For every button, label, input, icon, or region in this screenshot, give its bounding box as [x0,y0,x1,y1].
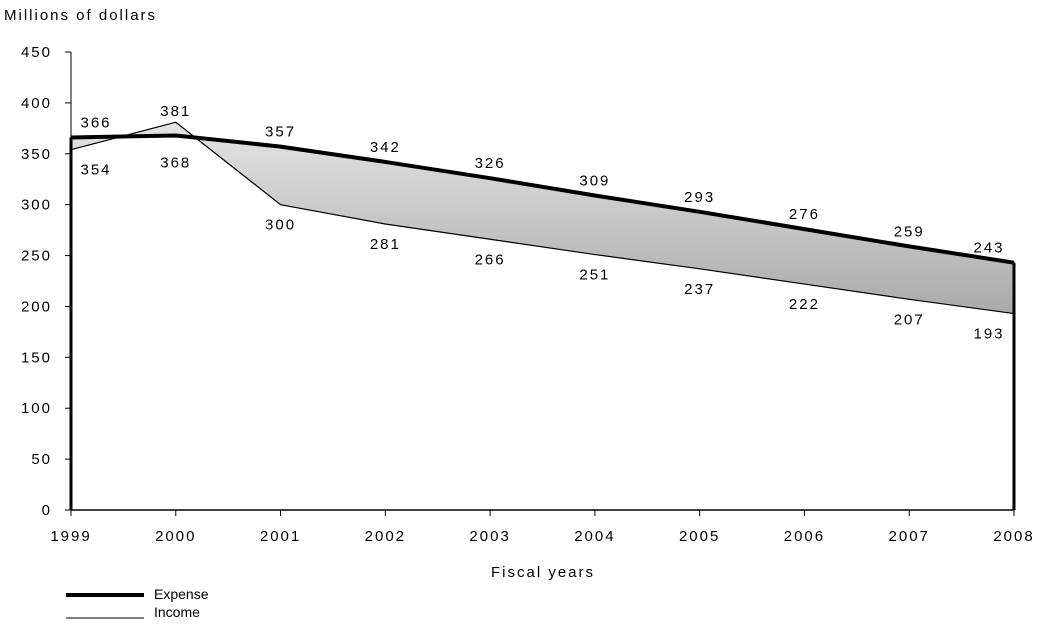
x-tick-label: 2005 [679,528,720,545]
expense-data-label: 309 [579,173,610,190]
x-tick-label: 2001 [260,528,301,545]
expense-data-label: 243 [973,240,1004,257]
expense-data-label: 276 [789,206,820,223]
x-tick-label: 1999 [50,528,91,545]
income-data-label: 354 [80,162,111,179]
expense-data-label: 357 [265,124,296,141]
gap-area-layer [71,122,1014,314]
y-tick-label: 350 [21,146,52,163]
y-tick-label: 150 [21,349,52,366]
y-tick-label: 450 [21,44,52,61]
x-axis-label: Fiscal years [491,564,595,581]
expense-data-label: 368 [160,154,191,171]
y-axis-label: Millions of dollars [4,7,157,24]
x-tick-label: 2008 [993,528,1034,545]
x-tick-label: 2007 [889,528,930,545]
income-data-label: 222 [789,296,820,313]
income-data-label: 381 [160,103,191,120]
data-labels: 366 368 357 342 326 309 293 276 259 243 354 381 300 2… [80,103,1004,343]
income-data-label: 207 [894,311,925,328]
expense-data-label: 366 [80,114,111,131]
income-line [70,121,1015,315]
income-data-label: 281 [370,236,401,253]
x-tick-label: 2003 [469,528,510,545]
expense-data-label: 342 [370,139,401,156]
series-lines [69,121,1016,510]
income-data-label: 193 [973,326,1004,343]
legend-income-label: Income [154,604,200,620]
income-data-label: 251 [579,267,610,284]
expense-data-label: 259 [894,223,925,240]
y-tick-label: 0 [42,502,52,519]
x-tick-label: 2002 [365,528,406,545]
income-data-label: 266 [475,251,506,268]
legend: Expense Income [66,586,209,620]
gap-area [71,122,1014,314]
y-tick-label: 300 [21,197,52,214]
y-tick-label: 250 [21,248,52,265]
x-tick-label: 2000 [155,528,196,545]
y-tick-label: 400 [21,95,52,112]
x-tick-label: 2006 [784,528,825,545]
expense-line [70,133,1015,265]
y-tick-label: 200 [21,298,52,315]
expense-data-label: 326 [475,155,506,172]
x-tick-label: 2004 [574,528,615,545]
expense-data-label: 293 [684,189,715,206]
y-tick-label: 50 [31,451,52,468]
y-tick-label: 100 [21,400,52,417]
axes: 0 50 100 150 200 250 300 350 400 450 1999 2000 2001 2… [21,44,1034,545]
income-data-label: 237 [684,281,715,298]
legend-expense-label: Expense [154,586,209,602]
income-data-label: 300 [265,217,296,234]
